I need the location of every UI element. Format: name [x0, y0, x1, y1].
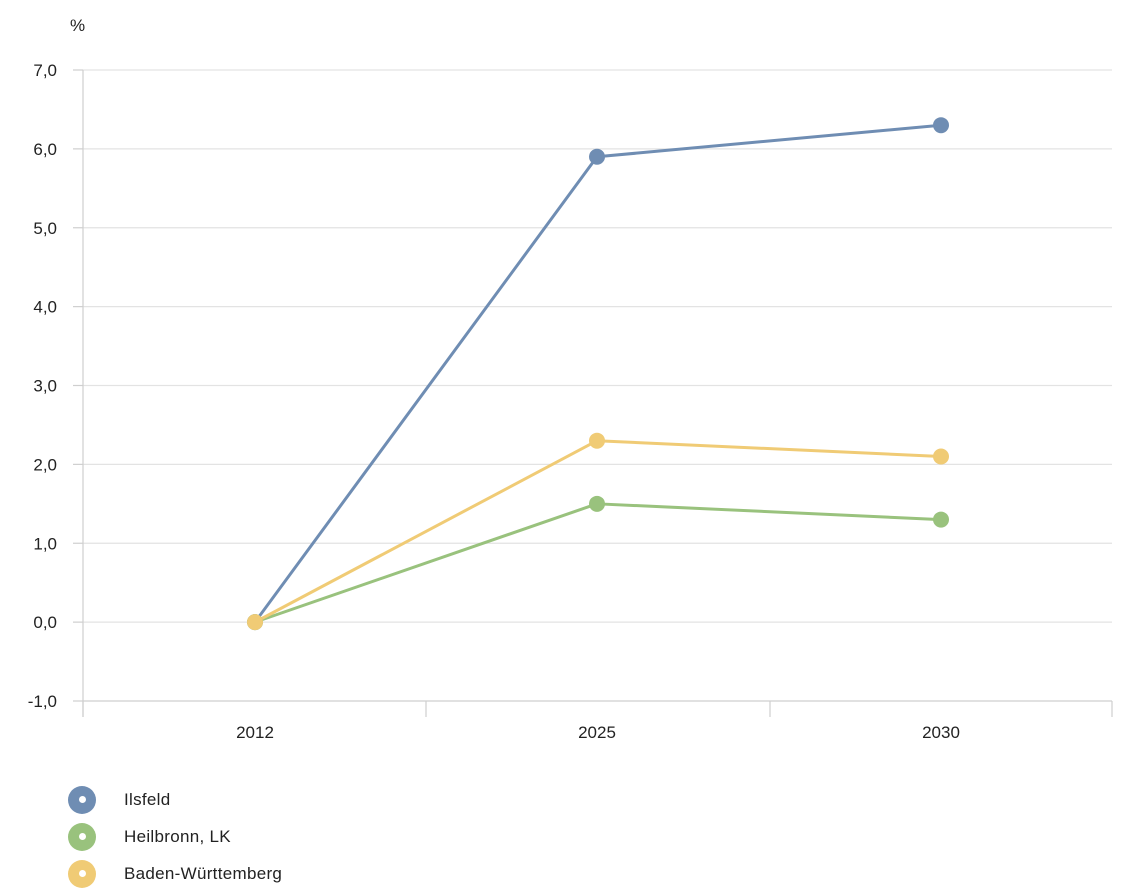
legend-marker-center	[78, 870, 86, 877]
chart-plot: % 7,06,05,04,03,02,01,00,0-1,0 2012 2025 2…	[28, 16, 1113, 742]
y-tick-label: -1,0	[28, 692, 57, 711]
series-line-2	[253, 439, 943, 624]
series-lines	[253, 123, 943, 624]
legend-marker-icon	[68, 859, 96, 888]
x-tick-labels: 2012 2025 2030	[236, 723, 960, 742]
legend-marker-center	[78, 833, 86, 840]
y-tick-label: 5,0	[33, 219, 57, 238]
axes	[73, 69, 1113, 717]
legend-marker-icon	[68, 822, 96, 851]
data-point[interactable]	[933, 117, 949, 134]
legend-label: Ilsfeld	[124, 789, 171, 809]
series-line-0	[253, 123, 943, 624]
y-tick-labels: 7,0 6,0 5,0 4,0 3,0 2,0 1,0 0,0 -1,0	[28, 61, 57, 711]
x-tick-label: 2025	[578, 723, 616, 742]
legend-item[interactable]: Baden-Württemberg	[68, 858, 668, 889]
y-tick-label: 4,0	[33, 298, 57, 317]
legend-marker-center	[78, 796, 86, 803]
legend-label: Baden-Württemberg	[124, 863, 283, 883]
data-point[interactable]	[589, 148, 605, 165]
y-unit-label: %	[70, 16, 85, 35]
legend-item[interactable]: Heilbronn, LK	[68, 821, 668, 852]
legend: Ilsfeld Heilbronn, LK Baden-Württemberg	[68, 784, 668, 895]
data-point[interactable]	[589, 432, 605, 449]
grid-lines	[83, 69, 1112, 623]
legend-item[interactable]: Ilsfeld	[68, 784, 668, 815]
y-tick-label: 6,0	[33, 140, 57, 159]
series-points	[247, 117, 949, 631]
data-point[interactable]	[933, 448, 949, 465]
data-point[interactable]	[589, 495, 605, 512]
y-tick-label: 2,0	[33, 455, 57, 474]
x-tick-label: 2012	[236, 723, 274, 742]
legend-label: Heilbronn, LK	[124, 826, 231, 846]
y-tick-label: 0,0	[33, 613, 57, 632]
data-point[interactable]	[247, 614, 263, 631]
series-line-1	[253, 502, 943, 624]
y-tick-label: 7,0	[33, 61, 57, 80]
legend-marker-icon	[68, 785, 96, 814]
y-tick-label: 1,0	[33, 534, 57, 553]
x-tick-label: 2030	[922, 723, 960, 742]
y-tick-label: 3,0	[33, 377, 57, 396]
data-point[interactable]	[933, 511, 949, 528]
